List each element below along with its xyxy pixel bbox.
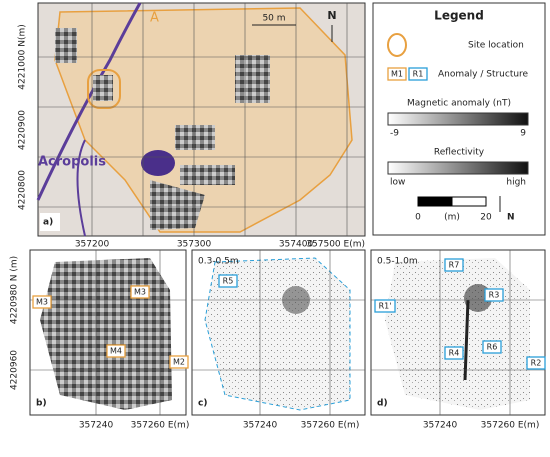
legend-item: Reflectivity [434,148,485,158]
y-label: 4220980 N (m) [10,256,20,324]
site-outline [87,69,121,109]
bar-min: low [390,178,405,188]
bar-min: -9 [390,129,399,139]
panel-c: 0.3-0.5m R5 357240 357260 E(m) c) [191,249,366,431]
scale-label: (m) [444,213,460,223]
tag-label: M2 [173,358,185,367]
survey-patch [55,28,77,63]
depth-label: 0.3-0.5m [198,257,239,267]
panel-d: 0.5-1.0m R7 R3 R1' R4 R6 R2 357240 35726… [370,249,546,431]
legend-item: Site location [468,41,524,51]
survey-patch [180,165,235,185]
pond [141,150,175,176]
tag [169,355,189,369]
anomaly-symbol [408,67,428,81]
tag-label: R6 [487,343,498,352]
tag-label: R7 [449,261,460,270]
tag-label: M3 [134,288,146,297]
x-label: 357300 [177,240,212,250]
color-bar [387,161,529,175]
depth-label: 0.5-1.0m [377,257,418,267]
tag-label: M4 [110,347,122,356]
tag [526,356,546,370]
tag [444,258,464,272]
tag [32,295,52,309]
panel-label: d) [377,399,388,409]
legend-title: Legend [434,9,484,23]
y-label: 4221000 N(m) [18,24,28,89]
scale-bar [451,196,487,207]
x-label: 357500 E(m) [306,240,365,250]
acropolis-wall [76,139,86,237]
y-label: 4220960 [10,350,20,390]
north-label: N [507,213,515,223]
structure [463,299,470,381]
y-label: 4220900 [18,110,28,150]
panel-label: c) [198,399,207,409]
x-label: 357240 [423,421,458,431]
scale-label: 50 m [262,14,285,24]
panel-a: A 50 m N Acropolis 4221000 N(m) 4220900 … [18,2,366,250]
tag-label: R4 [449,349,460,358]
y-label: 4220800 [18,170,28,210]
north-label: N [327,9,336,22]
tag-label: R2 [531,359,542,368]
legend-item: Magnetic anomaly (nT) [407,99,511,109]
survey-patch [93,75,113,101]
survey-patch [235,55,270,103]
x-label: 357200 [75,240,110,250]
survey-patch [175,125,215,150]
x-label: 357260 E(m) [481,421,540,431]
label-box [40,213,60,231]
tag [482,340,502,354]
bar-max: high [506,178,526,188]
acropolis-label: Acropolis [38,155,106,170]
panel-b: 4220980 N (m) 4220960 357240 357260 E(m)… [10,249,190,431]
grid [38,3,365,236]
x-label: 357260 E(m) [131,421,190,431]
tag-label: M3 [36,298,48,307]
panel-label: a) [43,218,53,228]
site-symbol [387,33,407,57]
bar-max: 9 [520,129,526,139]
tag-label: R1' [379,302,392,311]
site-area [54,7,353,233]
tag-label: R5 [223,277,234,286]
anomaly-symbol [387,67,407,81]
panel-label: b) [36,399,47,409]
x-label: 357400 [279,240,314,250]
anomaly-code: M1 [391,70,403,79]
x-label: 357240 [243,421,278,431]
scale-bar [417,196,453,207]
gpr-map [204,257,351,411]
x-label: 357260 E(m) [301,421,360,431]
scale-label: 20 [480,213,492,223]
tag [484,288,504,302]
tag [106,344,126,358]
tag [130,285,150,299]
x-label: 357240 [79,421,114,431]
tag-label: R3 [489,291,500,300]
survey-patch [150,180,205,230]
anomaly-code: R1 [413,70,424,79]
tag [374,299,396,313]
magnetic-map [40,258,172,410]
gpr-map [385,258,530,410]
legend: Legend Site location M1 R1 Anomaly / Str… [372,2,546,236]
scale-label: 0 [415,213,421,223]
tag [444,346,464,360]
tag [218,274,238,288]
site-label: A [150,11,159,26]
legend-item: Anomaly / Structure [438,70,529,80]
color-bar [387,112,529,126]
